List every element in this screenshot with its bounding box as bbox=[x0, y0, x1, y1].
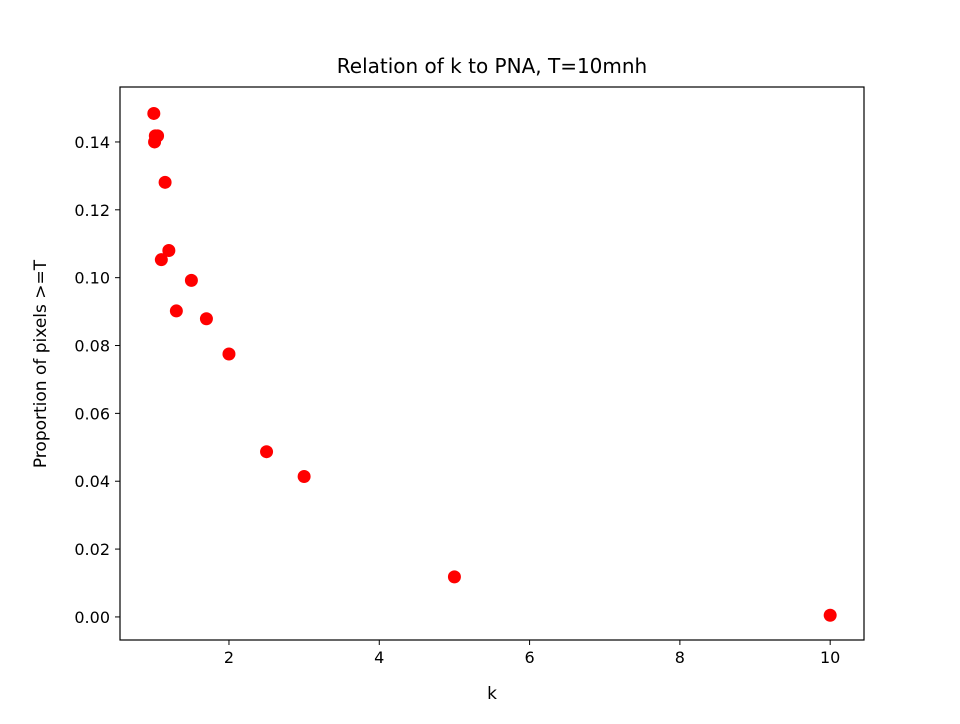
y-tick-label: 0.12 bbox=[74, 201, 110, 220]
plot-frame bbox=[119, 86, 865, 641]
y-tick-label: 0.00 bbox=[74, 608, 110, 627]
data-point bbox=[447, 570, 461, 584]
data-point bbox=[260, 445, 274, 459]
y-tick-label: 0.14 bbox=[74, 133, 110, 152]
x-tick-label: 8 bbox=[675, 648, 685, 667]
data-point bbox=[162, 244, 176, 258]
x-axis-label: k bbox=[487, 684, 497, 704]
data-point bbox=[147, 106, 161, 120]
data-point bbox=[154, 253, 168, 267]
y-tick-label: 0.10 bbox=[74, 269, 110, 288]
y-axis-label: Proportion of pixels >=T bbox=[31, 259, 51, 468]
y-axis-ticks: 0.00 0.02 0.04 0.06 0.08 0.10 0.12 0.14 bbox=[74, 133, 120, 627]
y-tick-label: 0.04 bbox=[74, 472, 110, 491]
data-point bbox=[169, 304, 183, 318]
x-tick-label: 2 bbox=[224, 648, 234, 667]
y-tick-label: 0.02 bbox=[74, 540, 110, 559]
data-point bbox=[222, 347, 236, 361]
x-tick-label: 10 bbox=[820, 648, 840, 667]
data-point bbox=[823, 608, 837, 622]
data-point bbox=[199, 312, 213, 326]
data-points bbox=[147, 106, 837, 622]
x-tick-label: 4 bbox=[374, 648, 384, 667]
data-point bbox=[184, 273, 198, 287]
data-point bbox=[151, 129, 165, 143]
chart-title: Relation of k to PNA, T=10mnh bbox=[337, 54, 647, 78]
data-point bbox=[158, 175, 172, 189]
x-tick-label: 6 bbox=[524, 648, 534, 667]
x-axis-ticks: 2 4 6 8 10 bbox=[224, 640, 840, 667]
y-tick-label: 0.08 bbox=[74, 337, 110, 356]
y-tick-label: 0.06 bbox=[74, 404, 110, 423]
data-point bbox=[297, 469, 311, 483]
